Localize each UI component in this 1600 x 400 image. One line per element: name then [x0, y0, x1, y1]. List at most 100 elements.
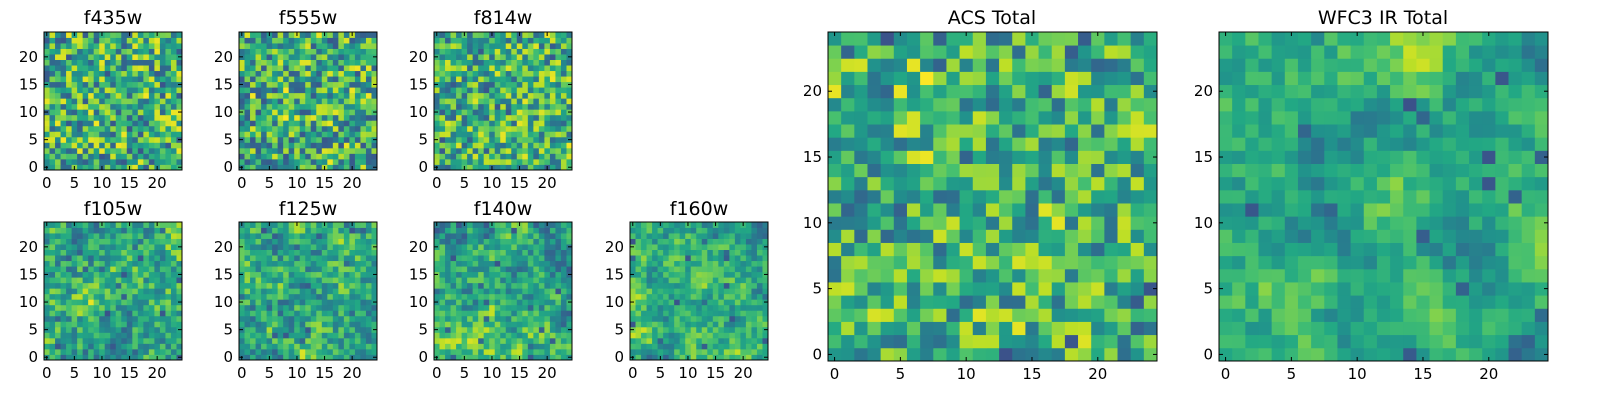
- heatmap-cell: [663, 282, 670, 289]
- heatmap-cell: [250, 32, 256, 38]
- heatmap-cell: [110, 282, 117, 289]
- heatmap-cell: [439, 238, 446, 245]
- heatmap-cell: [516, 304, 523, 311]
- heatmap-cell: [489, 255, 496, 262]
- heatmap-cell: [707, 343, 714, 350]
- heatmap-cell: [137, 293, 144, 300]
- heatmap-cell: [544, 65, 551, 72]
- heatmap-cell: [121, 244, 128, 250]
- heatmap-cell: [255, 354, 262, 361]
- heatmap-cell: [365, 233, 372, 239]
- heatmap-cell: [461, 103, 468, 110]
- heatmap-cell: [560, 32, 567, 38]
- heatmap-cell: [71, 98, 78, 105]
- heatmap-cell: [299, 81, 306, 88]
- heatmap-cell: [544, 332, 551, 339]
- heatmap-cell: [718, 354, 725, 361]
- heatmap-cell: [159, 131, 166, 138]
- heatmap-cell: [999, 176, 1013, 191]
- x-tick-label: 10: [482, 174, 501, 192]
- heatmap-cell: [360, 109, 367, 116]
- heatmap-cell: [489, 114, 496, 121]
- heatmap-cell: [751, 315, 758, 322]
- heatmap-cell: [560, 59, 567, 66]
- heatmap-cell: [77, 120, 84, 127]
- heatmap-cell: [360, 32, 367, 38]
- heatmap-cell: [104, 227, 111, 234]
- heatmap-cell: [555, 337, 562, 344]
- heatmap-cell: [734, 266, 741, 273]
- heatmap-cell: [527, 131, 534, 138]
- heatmap-cell: [305, 354, 312, 361]
- heatmap-cell: [434, 98, 440, 105]
- heatmap-cell: [635, 266, 642, 273]
- heatmap-cell: [305, 109, 312, 116]
- heatmap-cell: [137, 109, 144, 116]
- heatmap-cell: [310, 87, 317, 94]
- heatmap-cell: [44, 131, 50, 138]
- heatmap-cell: [533, 304, 540, 311]
- heatmap-cell: [310, 260, 317, 267]
- heatmap-cell: [121, 293, 128, 300]
- heatmap-cell: [360, 343, 367, 350]
- heatmap-cell: [354, 103, 361, 110]
- heatmap-cell: [332, 92, 339, 99]
- heatmap-cell: [49, 271, 56, 278]
- heatmap-cell: [549, 315, 556, 322]
- heatmap-cell: [104, 136, 111, 143]
- heatmap-cell: [549, 109, 556, 116]
- heatmap-cell: [478, 277, 485, 284]
- heatmap-cell: [44, 92, 50, 99]
- heatmap-cell: [266, 255, 273, 262]
- heatmap-cell: [327, 271, 334, 278]
- heatmap-cell: [338, 131, 345, 138]
- heatmap-cell: [549, 238, 556, 245]
- heatmap-cell: [999, 308, 1013, 322]
- heatmap-cell: [159, 304, 166, 311]
- heatmap-cell: [635, 244, 642, 250]
- heatmap-cell: [316, 48, 323, 55]
- heatmap-cell: [500, 43, 507, 49]
- heatmap-cell: [906, 308, 921, 322]
- heatmap-cell: [880, 189, 895, 204]
- heatmap-cell: [456, 337, 462, 344]
- heatmap-cell: [299, 255, 306, 262]
- heatmap-cell: [283, 136, 290, 143]
- heatmap-cell: [527, 271, 534, 278]
- heatmap-cell: [250, 70, 256, 77]
- heatmap-cell: [511, 81, 518, 88]
- heatmap-cell: [143, 282, 150, 289]
- heatmap-cell: [740, 337, 747, 344]
- heatmap-cell: [1038, 308, 1053, 322]
- heatmap-cell: [132, 103, 139, 110]
- heatmap-cell: [527, 59, 534, 66]
- heatmap-cell: [478, 310, 485, 317]
- heatmap-cell: [701, 354, 708, 361]
- heatmap-cell: [272, 92, 279, 99]
- heatmap-cell: [920, 150, 934, 164]
- heatmap-cell: [434, 147, 440, 154]
- heatmap-cell: [972, 347, 987, 362]
- heatmap-cell: [646, 227, 653, 234]
- heatmap-cell: [82, 76, 89, 83]
- heatmap-cell: [255, 277, 262, 284]
- heatmap-cell: [55, 147, 61, 154]
- heatmap-cell: [652, 255, 658, 262]
- heatmap-cell: [349, 54, 356, 60]
- heatmap-cell: [527, 244, 534, 250]
- heatmap-cell: [1117, 242, 1132, 257]
- heatmap-cell: [1091, 347, 1105, 362]
- heatmap-cell: [66, 310, 72, 317]
- heatmap-cell: [445, 43, 451, 49]
- heatmap-cell: [555, 158, 562, 165]
- heatmap-cell: [371, 142, 378, 149]
- heatmap-cell: [456, 332, 462, 339]
- heatmap-cell: [920, 295, 934, 309]
- heatmap-cell: [500, 321, 507, 328]
- heatmap-cell: [685, 271, 692, 278]
- heatmap-cell: [1104, 308, 1118, 322]
- heatmap-cell: [132, 233, 139, 239]
- heatmap-cell: [500, 76, 507, 83]
- heatmap-cell: [641, 282, 647, 289]
- heatmap-cell: [316, 114, 323, 121]
